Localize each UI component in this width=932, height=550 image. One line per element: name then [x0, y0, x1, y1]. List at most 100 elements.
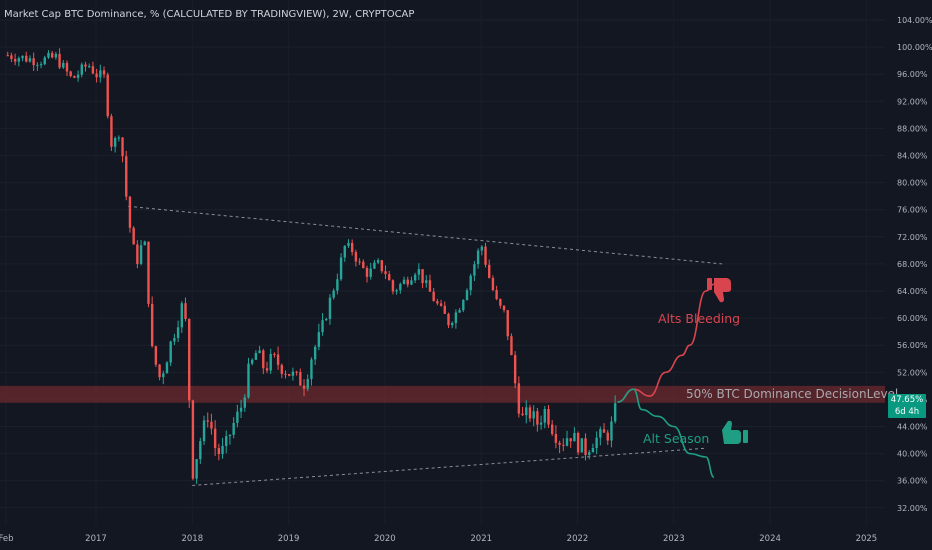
- candle-body: [150, 303, 154, 347]
- candle-body: [262, 350, 265, 369]
- candle-body: [195, 459, 198, 479]
- candle-body: [295, 371, 298, 373]
- y-tick-label: 56.00%: [897, 341, 928, 350]
- x-tick-label: 2022: [567, 534, 589, 544]
- candle-body: [510, 336, 513, 356]
- candle-body: [421, 269, 424, 284]
- candle-body: [132, 227, 135, 245]
- y-tick-label: 64.00%: [897, 287, 928, 296]
- candle-body: [28, 58, 32, 62]
- thumbs-up-icon: [722, 420, 748, 444]
- candle-body: [339, 257, 343, 280]
- candle-body: [173, 338, 176, 342]
- candle-body: [484, 246, 487, 265]
- candle-body: [128, 196, 132, 228]
- candle-body: [495, 290, 498, 300]
- candle-body: [136, 244, 139, 264]
- y-tick-label: 36.00%: [897, 477, 928, 486]
- y-tick-label: 92.00%: [897, 97, 928, 106]
- candle-body: [436, 301, 439, 304]
- candle-body: [413, 274, 417, 281]
- current-price-tag: 47.65% 6d 4h: [888, 394, 926, 418]
- candle-body: [499, 299, 502, 306]
- candle-body: [532, 411, 535, 419]
- candle-body: [69, 71, 72, 77]
- candle-body: [117, 137, 121, 139]
- candle-body: [50, 52, 54, 58]
- candle-body: [306, 379, 309, 389]
- candle-body: [325, 318, 328, 321]
- candle-body: [288, 374, 291, 376]
- candle-body: [506, 310, 509, 337]
- candle-body: [139, 245, 143, 264]
- candle-body: [610, 421, 613, 441]
- candle-body: [88, 66, 91, 68]
- candle-body: [313, 346, 317, 360]
- candle-body: [502, 305, 506, 311]
- candle-body: [302, 385, 306, 389]
- candle-body: [243, 397, 246, 408]
- candle-body: [106, 74, 109, 117]
- candle-body: [380, 260, 384, 272]
- candle-body: [54, 53, 58, 58]
- candle-body: [576, 433, 580, 453]
- candle-body: [476, 250, 480, 265]
- candle-body: [273, 353, 276, 355]
- candle-body: [180, 303, 184, 328]
- candle-body: [521, 413, 524, 416]
- bar-countdown: 6d 4h: [894, 407, 920, 417]
- y-tick-label: 104.00%: [897, 16, 932, 25]
- candle-body: [32, 58, 35, 66]
- y-tick-label: 40.00%: [897, 450, 928, 459]
- candle-body: [362, 261, 365, 269]
- candle-body: [317, 332, 321, 347]
- candle-body: [425, 280, 428, 284]
- alts-bleeding-label: Alts Bleeding: [658, 311, 740, 326]
- candle-body: [25, 55, 28, 62]
- candle-body: [102, 70, 106, 75]
- candle-body: [595, 437, 598, 449]
- candle-body: [562, 444, 565, 446]
- candle-body: [254, 353, 258, 360]
- candle-body: [95, 73, 98, 78]
- x-tick-label: 2020: [374, 534, 396, 544]
- candle-body: [369, 268, 372, 277]
- candle-body: [47, 52, 50, 58]
- x-tick-label: 2024: [759, 534, 781, 544]
- candle-body: [113, 138, 117, 147]
- y-tick-label: 44.00%: [897, 423, 928, 432]
- candle-body: [147, 241, 150, 304]
- candle-body: [439, 303, 443, 306]
- candle-body: [154, 346, 158, 365]
- y-tick-label: 88.00%: [897, 124, 928, 133]
- y-tick-label: 100.00%: [897, 43, 932, 52]
- candle-body: [176, 327, 180, 339]
- trendlines: [128, 205, 722, 486]
- candle-body: [395, 290, 398, 292]
- candle-body: [99, 70, 102, 78]
- candle-body: [143, 241, 146, 246]
- candle-body: [73, 76, 76, 78]
- candle-body: [402, 279, 406, 284]
- candle-body: [162, 373, 165, 378]
- candle-body: [210, 421, 213, 429]
- candle-body: [528, 407, 532, 419]
- x-tick-label: Feb: [0, 534, 14, 544]
- candle-body: [13, 58, 17, 62]
- candle-body: [347, 242, 350, 246]
- candle-body: [299, 372, 302, 386]
- candle-body: [39, 64, 43, 66]
- candle-body: [17, 58, 21, 62]
- candle-body: [202, 420, 206, 442]
- decision-level-label: 50% BTC Dominance DecisionLevel: [686, 387, 898, 401]
- y-tick-label: 52.00%: [897, 368, 928, 377]
- y-tick-label: 80.00%: [897, 179, 928, 188]
- y-tick-label: 84.00%: [897, 152, 928, 161]
- candle-body: [91, 66, 95, 74]
- thumbs-down-icon: [707, 278, 731, 303]
- candle-body: [580, 438, 584, 453]
- candle-body: [221, 445, 224, 455]
- candle-body: [269, 353, 272, 371]
- candle-body: [10, 55, 13, 59]
- candle-body: [462, 300, 465, 311]
